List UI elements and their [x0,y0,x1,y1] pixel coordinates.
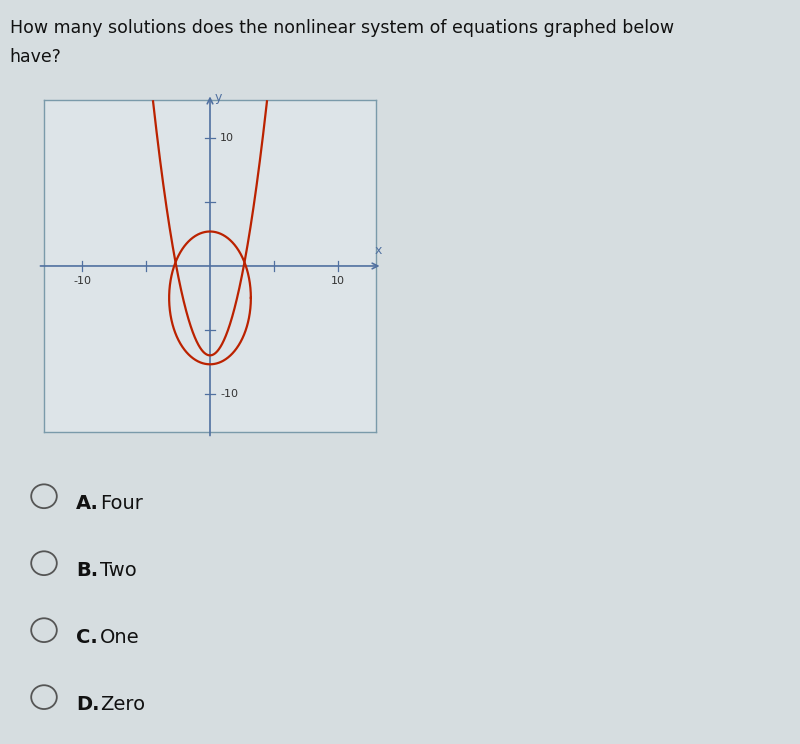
Text: 10: 10 [330,276,345,286]
Text: Zero: Zero [100,695,145,714]
Text: C.: C. [76,628,98,647]
Text: One: One [100,628,140,647]
Text: have?: have? [10,48,62,66]
Text: A.: A. [76,494,99,513]
Text: B.: B. [76,561,98,580]
Text: x: x [375,244,382,257]
Text: -10: -10 [74,276,91,286]
Text: y: y [215,91,222,104]
Text: How many solutions does the nonlinear system of equations graphed below: How many solutions does the nonlinear sy… [10,19,674,36]
Text: Four: Four [100,494,143,513]
Text: -10: -10 [220,388,238,399]
Text: 10: 10 [220,133,234,144]
Text: D.: D. [76,695,99,714]
Text: Two: Two [100,561,137,580]
